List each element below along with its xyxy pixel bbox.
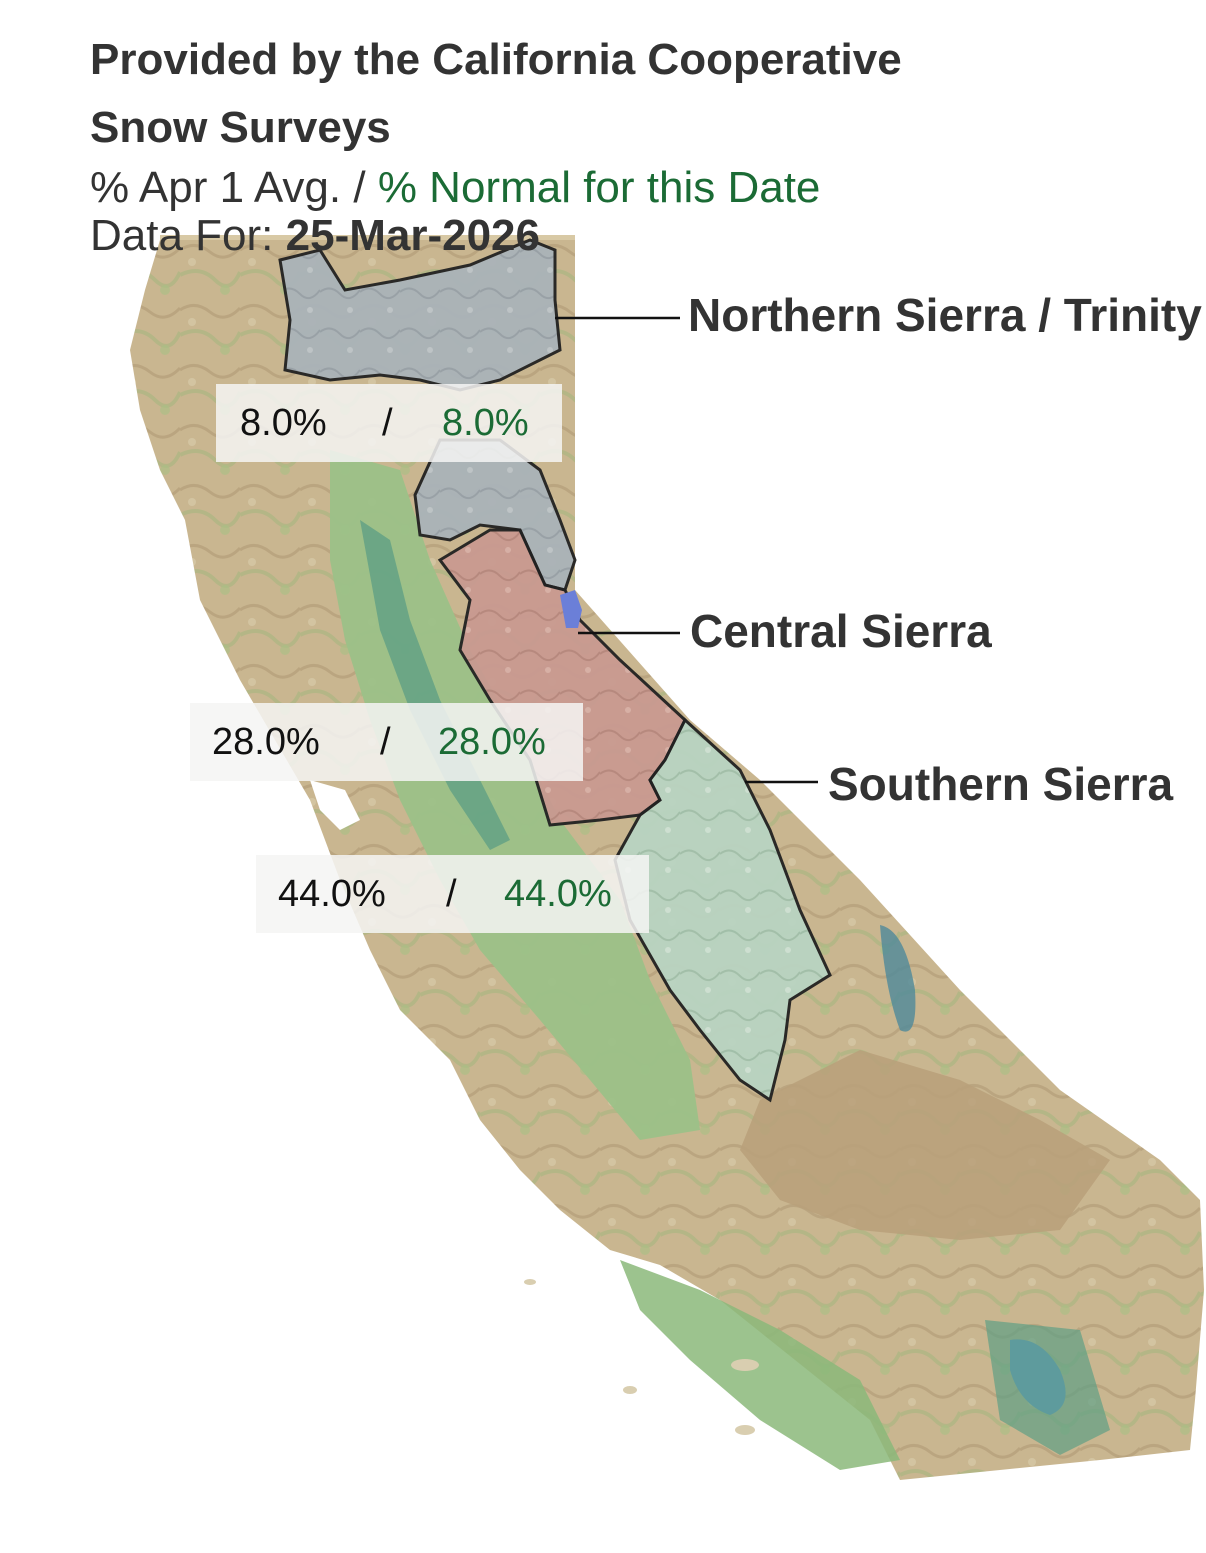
northern-sierra-values: 8.0% / 8.0% [216, 384, 562, 462]
date-value: 25-Mar-2026 [285, 211, 540, 260]
title-line-1: Provided by the California Cooperative [90, 35, 902, 84]
date-label: Data For: [90, 211, 286, 260]
northern-normal-for-date: 8.0% [442, 402, 529, 444]
southern-normal-for-date: 44.0% [504, 873, 612, 915]
central-valley [330, 450, 700, 1140]
island [731, 1359, 759, 1371]
southern-separator: / [446, 873, 457, 915]
label-northern-sierra: Northern Sierra / Trinity [688, 289, 1202, 341]
southern-sierra-values: 44.0% / 44.0% [256, 855, 649, 933]
island [524, 1279, 536, 1285]
label-southern-sierra: Southern Sierra [828, 758, 1174, 810]
island [623, 1386, 637, 1394]
southern-sierra-region [613, 717, 832, 1103]
legend: % Apr 1 Avg. / % Normal for this Date [90, 164, 902, 212]
southern-desert [740, 1050, 1110, 1240]
label-central-sierra: Central Sierra [690, 605, 992, 657]
island [735, 1425, 755, 1435]
legend-apr-avg: % Apr 1 Avg. / [90, 163, 366, 212]
central-normal-for-date: 28.0% [438, 721, 546, 763]
central-apr1-avg: 28.0% [212, 721, 320, 763]
central-separator: / [380, 721, 391, 763]
southern-apr1-avg: 44.0% [278, 873, 386, 915]
legend-normal-for-date: % Normal for this Date [365, 163, 821, 212]
lake-tahoe [560, 590, 582, 628]
owens-lake [880, 925, 916, 1032]
title-line-2: Snow Surveys [90, 103, 391, 152]
northern-separator: / [382, 402, 393, 444]
northern-apr1-avg: 8.0% [240, 402, 327, 444]
southern-coast-green [620, 1260, 900, 1470]
header: Provided by the California Cooperative S… [90, 26, 902, 260]
central-sierra-values: 28.0% / 28.0% [190, 703, 583, 781]
northern-sierra-region [278, 238, 562, 392]
salton-basin [985, 1320, 1110, 1455]
sf-bay [310, 780, 360, 830]
data-date: Data For: 25-Mar-2026 [90, 212, 902, 260]
